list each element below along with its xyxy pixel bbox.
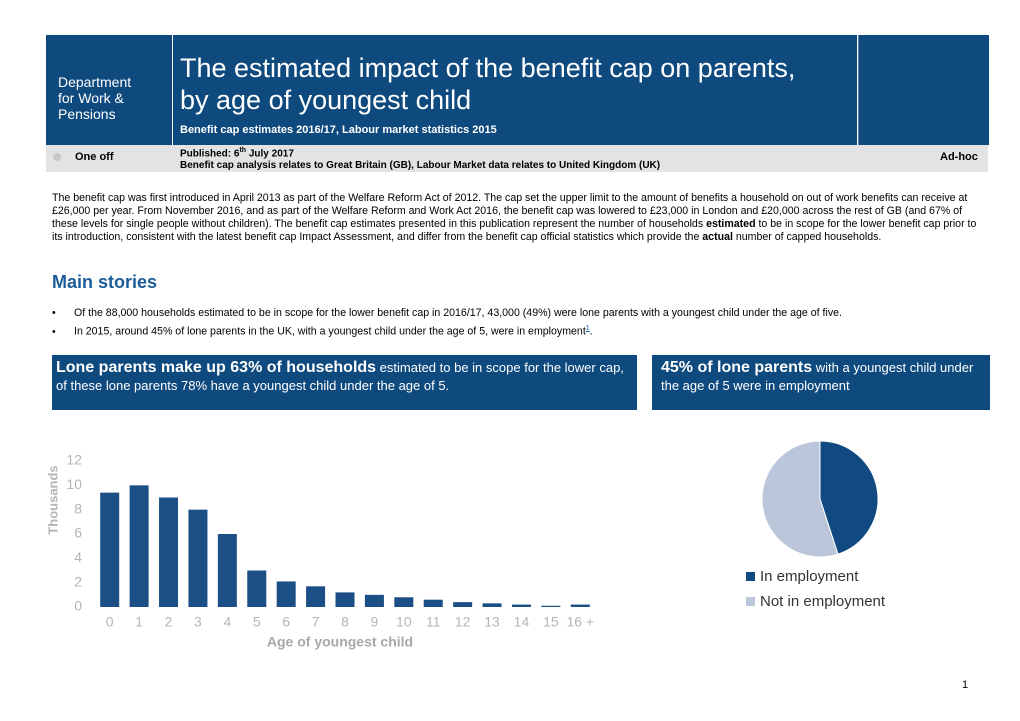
- bullet: • Of the 88,000 households estimated to b…: [52, 305, 842, 321]
- legend-swatch: [746, 597, 755, 606]
- x-tick-label: 6: [282, 614, 290, 630]
- x-tick-label: 15: [543, 614, 559, 630]
- bullet-mark: •: [52, 307, 56, 319]
- y-tick-label: 8: [74, 500, 82, 516]
- bar: [306, 586, 326, 607]
- text: The benefit cap was first introduced in …: [52, 192, 968, 230]
- highlight-bold: 45% of lone parents: [661, 359, 813, 376]
- x-tick-label: 0: [106, 614, 114, 630]
- title: The estimated impact of the benefit cap …: [180, 52, 795, 116]
- superscript: th: [239, 147, 247, 154]
- frequency: One off: [75, 151, 114, 163]
- x-tick-label: 13: [484, 614, 500, 630]
- x-tick-label: 14: [514, 614, 530, 630]
- logo: Department for Work & Pensions: [58, 74, 131, 122]
- bar: [364, 594, 384, 607]
- bar: [129, 485, 149, 607]
- x-tick-label: 5: [253, 614, 261, 630]
- published-text: Published: 6: [180, 148, 240, 160]
- bullet-text: In 2015, around 45% of lone parents in t…: [74, 325, 586, 338]
- side-panel: [858, 35, 989, 145]
- text: to be in scope for the lower benefit cap…: [52, 218, 977, 243]
- footnote-ref: 1: [585, 325, 590, 332]
- y-axis-label: Thousands: [45, 465, 60, 534]
- bullet-text: .: [589, 325, 593, 338]
- title-panel: [173, 35, 857, 145]
- x-tick-label: 2: [165, 614, 173, 630]
- y-tick-label: 0: [74, 598, 82, 614]
- x-tick-label: 1: [135, 614, 143, 630]
- section-heading: Main stories: [52, 272, 158, 292]
- bar: [511, 604, 531, 607]
- highlight-box: Lone parents make up 63% of households e…: [52, 355, 637, 410]
- subtitle: Benefit cap estimates 2016/17, Labour ma…: [180, 124, 497, 136]
- logo-panel: [46, 35, 172, 145]
- y-tick-label: 6: [74, 525, 82, 541]
- x-tick-label: 7: [312, 614, 320, 630]
- publication-info: Published: 6th July 2017 Benefit cap ana…: [180, 145, 660, 172]
- bar: [100, 492, 120, 607]
- release-type: Ad-hoc: [940, 151, 978, 163]
- y-tick-label: 4: [74, 549, 82, 565]
- logo-line: for Work &: [58, 90, 124, 106]
- logo-line: Department: [58, 74, 132, 90]
- logo-line: Pensions: [58, 106, 116, 122]
- emphasis: estimated: [706, 218, 756, 230]
- highlight-box: 45% of lone parents with a youngest chil…: [652, 355, 990, 410]
- emphasis: actual: [702, 231, 733, 243]
- published-text: July 2017: [246, 148, 294, 160]
- legend-swatch: [746, 572, 755, 581]
- highlight-text: with a youngest child under the age of 5…: [661, 360, 974, 393]
- bar: [570, 604, 590, 607]
- y-tick-label: 2: [74, 573, 82, 589]
- y-tick-label: 12: [66, 452, 82, 468]
- published: Published: 6th July 2017: [180, 145, 660, 160]
- bullet-mark: •: [52, 325, 56, 338]
- pie-slice: [761, 440, 839, 558]
- x-axis-label: Age of youngest child: [267, 634, 413, 650]
- bar: [247, 570, 267, 607]
- bar: [394, 597, 414, 607]
- x-tick-label: 9: [371, 614, 379, 630]
- pie-slice: [819, 440, 879, 555]
- coverage: Benefit cap analysis relates to Great Br…: [180, 160, 661, 172]
- title-line: by age of youngest child: [180, 85, 472, 115]
- x-tick-label: 10: [396, 614, 412, 630]
- bar: [159, 497, 179, 607]
- x-tick-label: 12: [455, 614, 471, 630]
- bar: [482, 603, 502, 607]
- bar: [423, 599, 443, 607]
- legend-label: In employment: [760, 568, 859, 585]
- info-strip: [46, 145, 988, 172]
- x-tick-label: 8: [341, 614, 349, 630]
- bar: [217, 534, 237, 607]
- x-tick-label: 11: [426, 614, 441, 630]
- highlight-text: estimated to be in scope for the lower c…: [56, 360, 624, 393]
- legend-label: Not in employment: [760, 593, 886, 610]
- bullet-list: • Of the 88,000 households estimated to b…: [52, 305, 842, 340]
- text: number of capped households.: [732, 231, 882, 243]
- x-tick-label: 16 +: [566, 614, 594, 630]
- bullet-text: Of the 88,000 households estimated to be…: [74, 307, 842, 319]
- bar: [335, 592, 355, 607]
- page-number: 1: [962, 679, 969, 691]
- highlight-bold: Lone parents make up 63% of households: [56, 359, 377, 376]
- bullet: • In 2015, around 45% of lone parents in …: [52, 321, 842, 340]
- frequency-dot: [53, 153, 61, 161]
- y-tick-label: 10: [66, 476, 82, 492]
- bar: [188, 509, 208, 607]
- x-tick-label: 4: [223, 614, 231, 630]
- bar: [453, 602, 473, 607]
- bar: [276, 581, 296, 607]
- x-tick-label: 3: [194, 614, 202, 630]
- intro: The benefit cap was first introduced in …: [52, 192, 982, 244]
- bar: [541, 605, 561, 607]
- title-line: The estimated impact of the benefit cap …: [180, 53, 796, 83]
